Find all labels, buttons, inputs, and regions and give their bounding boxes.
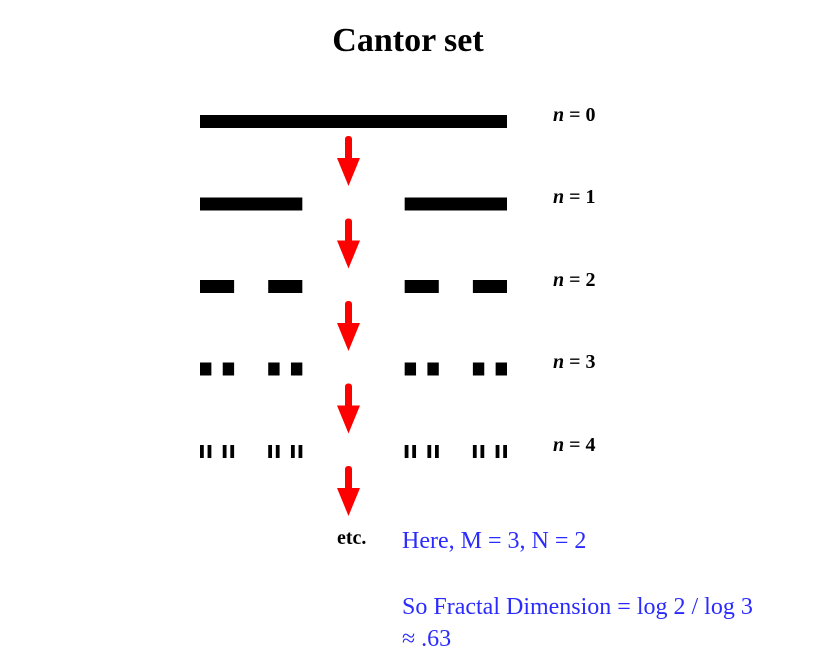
cantor-segment-n3	[268, 362, 280, 376]
level-label-1: n = 1	[553, 186, 596, 208]
down-arrow-icon	[337, 383, 360, 434]
cantor-segment-n4	[207, 445, 212, 458]
cantor-segment-n3	[290, 362, 303, 376]
cantor-segment-n3	[495, 362, 507, 376]
note-m-n: Here, M = 3, N = 2	[402, 528, 587, 554]
cantor-segment-n3	[427, 362, 439, 376]
cantor-segment-n4	[298, 445, 303, 458]
level-label-0: n = 0	[553, 104, 596, 126]
cantor-segment-n4	[230, 445, 235, 458]
cantor-segment-n3	[200, 362, 212, 376]
cantor-segment-n4	[275, 445, 280, 458]
cantor-segment-n4	[222, 445, 227, 458]
level-label-2: n = 2	[553, 269, 596, 291]
down-arrow-icon	[337, 301, 360, 351]
cantor-segment-n3	[222, 362, 235, 376]
cantor-segment-n3	[472, 362, 485, 376]
cantor-segment-n4	[268, 445, 273, 458]
cantor-segment-n4	[200, 445, 204, 458]
cantor-segment-n2	[472, 280, 507, 293]
cantor-segment-n4	[480, 445, 485, 458]
down-arrow-icon	[337, 218, 360, 269]
etc-label: etc.	[337, 527, 367, 549]
cantor-segment-n2	[404, 280, 439, 293]
down-arrow-icon	[337, 466, 360, 516]
cantor-segment-n4	[290, 445, 295, 458]
cantor-segment-n1	[404, 197, 507, 211]
level-label-3: n = 3	[553, 351, 596, 373]
note-approx-value: ≈ .63	[402, 626, 452, 652]
cantor-segment-n4	[495, 445, 500, 458]
level-label-4: n = 4	[553, 434, 596, 456]
cantor-segment-n2	[268, 280, 303, 293]
cantor-segment-n4	[427, 445, 432, 458]
down-arrow-icon	[337, 136, 360, 186]
cantor-segment-n3	[404, 362, 417, 376]
cantor-segment-n4	[404, 445, 409, 458]
cantor-segment-n2	[200, 280, 235, 293]
cantor-segment-n1	[200, 197, 303, 211]
cantor-segment-n4	[434, 445, 439, 458]
diagram-title: Cantor set	[332, 22, 484, 59]
cantor-segment-n4	[412, 445, 417, 458]
cantor-segment-n4	[472, 445, 477, 458]
cantor-segment-n0	[200, 115, 507, 128]
cantor-segment-n4	[503, 445, 507, 458]
note-fractal-dimension: So Fractal Dimension = log 2 / log 3	[402, 594, 753, 620]
